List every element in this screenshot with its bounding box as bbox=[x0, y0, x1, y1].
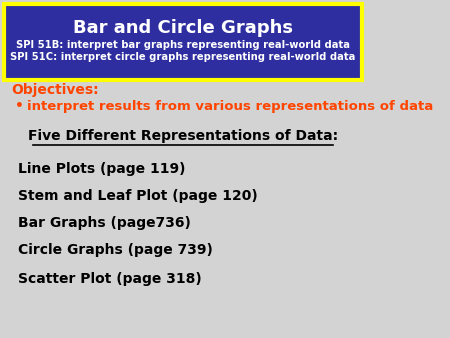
Text: Bar Graphs (page736): Bar Graphs (page736) bbox=[18, 216, 191, 230]
Text: Bar and Circle Graphs: Bar and Circle Graphs bbox=[73, 19, 293, 37]
Text: •: • bbox=[15, 99, 23, 114]
Text: Objectives:: Objectives: bbox=[11, 82, 99, 97]
Text: Line Plots (page 119): Line Plots (page 119) bbox=[18, 162, 186, 176]
Text: SPI 51B: interpret bar graphs representing real-world data: SPI 51B: interpret bar graphs representi… bbox=[16, 40, 350, 50]
FancyBboxPatch shape bbox=[4, 4, 362, 80]
Text: interpret results from various representations of data: interpret results from various represent… bbox=[27, 100, 434, 113]
Text: SPI 51C: interpret circle graphs representing real-world data: SPI 51C: interpret circle graphs represe… bbox=[10, 52, 356, 63]
Text: Five Different Representations of Data:: Five Different Representations of Data: bbox=[28, 129, 338, 143]
Text: Stem and Leaf Plot (page 120): Stem and Leaf Plot (page 120) bbox=[18, 189, 258, 203]
Text: Circle Graphs (page 739): Circle Graphs (page 739) bbox=[18, 243, 213, 257]
Text: Scatter Plot (page 318): Scatter Plot (page 318) bbox=[18, 272, 202, 286]
